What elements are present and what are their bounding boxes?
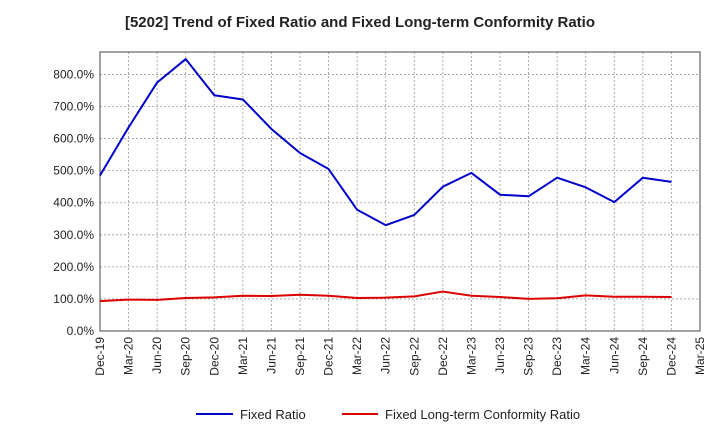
x-tick-label: Jun-24: [607, 337, 621, 374]
y-tick-label: 700.0%: [53, 100, 94, 114]
y-tick-label: 100.0%: [53, 292, 94, 306]
y-tick-label: 200.0%: [53, 260, 94, 274]
series-line-1: [99, 58, 672, 227]
x-tick-label: Sep-24: [636, 337, 650, 376]
plot-frame: [99, 51, 701, 332]
x-tick-label: Sep-22: [407, 337, 421, 376]
y-tick-label: 0.0%: [67, 324, 95, 338]
x-tick-label: Jun-23: [493, 337, 507, 374]
x-tick-label: Dec-22: [436, 337, 450, 376]
x-tick-label: Jun-21: [264, 337, 278, 374]
y-tick-label: 800.0%: [53, 67, 94, 81]
x-tick-label: Mar-23: [464, 337, 478, 375]
legend-label-1: Fixed Ratio: [240, 407, 306, 422]
x-tick-label: Sep-20: [179, 337, 193, 376]
x-tick-label: Sep-23: [522, 337, 536, 376]
x-tick-label: Jun-22: [379, 337, 393, 374]
x-tick-label: Dec-19: [93, 337, 107, 376]
x-tick-label: Mar-22: [350, 337, 364, 375]
x-tick-label: Dec-21: [322, 337, 336, 376]
x-tick-label: Sep-21: [293, 337, 307, 376]
x-tick-label: Mar-21: [236, 337, 250, 375]
y-tick-label: 500.0%: [53, 164, 94, 178]
x-tick-label: Mar-25: [693, 337, 707, 375]
x-tick-label: Dec-24: [664, 337, 678, 376]
x-tick-label: Jun-20: [150, 337, 164, 374]
x-tick-label: Dec-20: [207, 337, 221, 376]
x-tick-label: Dec-23: [550, 337, 564, 376]
series-line-2: [99, 290, 672, 303]
y-tick-label: 400.0%: [53, 196, 94, 210]
y-tick-label: 300.0%: [53, 228, 94, 242]
y-tick-label: 600.0%: [53, 132, 94, 146]
x-tick-label: Mar-24: [579, 337, 593, 375]
x-tick-label: Mar-20: [122, 337, 136, 375]
legend-label-2: Fixed Long-term Conformity Ratio: [385, 407, 580, 422]
chart-title: [5202] Trend of Fixed Ratio and Fixed Lo…: [124, 14, 596, 31]
